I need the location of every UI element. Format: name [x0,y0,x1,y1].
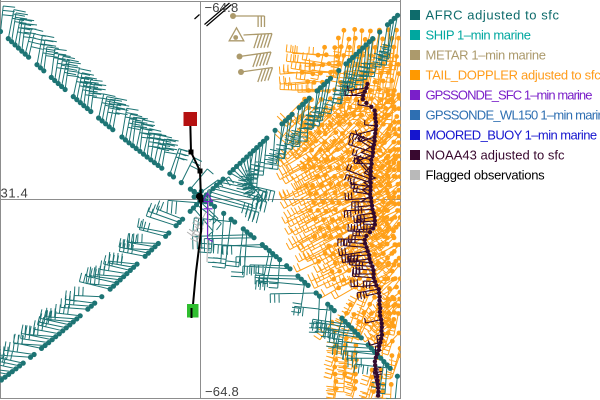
svg-text:GPSSONDE_WL150 1–min marine: GPSSONDE_WL150 1–min marine [426,108,600,123]
svg-text:METAR 1–min marine: METAR 1–min marine [426,48,546,63]
svg-text:31.4: 31.4 [1,186,29,201]
svg-text:−64.8: −64.8 [205,0,239,15]
svg-text:GPSSONDE_SFC 1–min marine: GPSSONDE_SFC 1–min marine [426,88,593,103]
svg-text:Flagged observations: Flagged observations [426,168,546,183]
svg-text:AFRC adjusted to sfc: AFRC adjusted to sfc [426,8,560,23]
svg-text:NOAA43 adjusted to sfc: NOAA43 adjusted to sfc [426,148,565,163]
svg-text:TAIL_DOPPLER adjusted to sfc: TAIL_DOPPLER adjusted to sfc [426,68,600,83]
svg-text:SHIP 1–min marine: SHIP 1–min marine [426,28,531,43]
svg-text:−64.8: −64.8 [205,384,239,399]
svg-text:MOORED_BUOY 1–min marine: MOORED_BUOY 1–min marine [426,128,597,143]
